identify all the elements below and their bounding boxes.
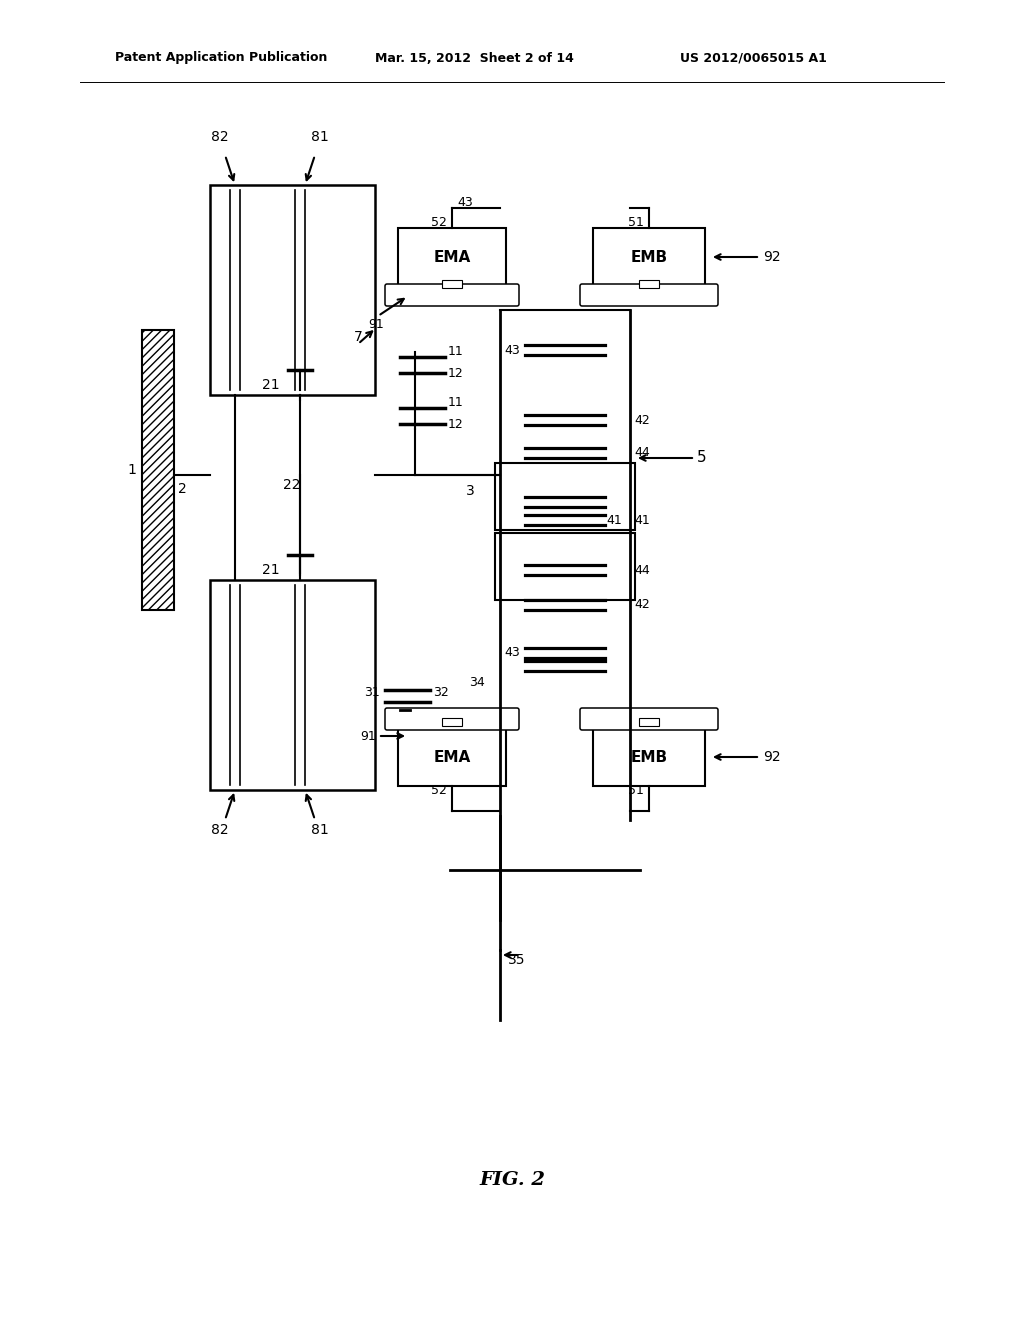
Bar — [639, 280, 659, 288]
Bar — [210, 579, 375, 789]
Text: US 2012/0065015 A1: US 2012/0065015 A1 — [680, 51, 826, 65]
Text: EMB: EMB — [631, 249, 668, 264]
Text: 21: 21 — [262, 564, 280, 577]
Text: 42: 42 — [634, 598, 650, 611]
Text: 43: 43 — [504, 343, 520, 356]
Text: 7: 7 — [353, 330, 362, 345]
Text: Patent Application Publication: Patent Application Publication — [115, 51, 328, 65]
Text: 82: 82 — [211, 129, 228, 144]
Text: 51: 51 — [628, 216, 644, 230]
FancyBboxPatch shape — [580, 708, 718, 730]
FancyBboxPatch shape — [385, 284, 519, 306]
Text: 1: 1 — [127, 463, 136, 477]
Text: EMA: EMA — [433, 750, 471, 764]
Text: 43: 43 — [457, 197, 473, 210]
Text: 2: 2 — [178, 482, 186, 496]
Text: 52: 52 — [431, 784, 447, 797]
Text: 43: 43 — [504, 647, 520, 660]
Bar — [442, 718, 462, 726]
Text: FIG. 2: FIG. 2 — [479, 1171, 545, 1189]
Bar — [442, 280, 462, 288]
Text: 41: 41 — [634, 513, 650, 527]
Text: 35: 35 — [508, 953, 525, 968]
Text: 44: 44 — [634, 564, 650, 577]
FancyBboxPatch shape — [385, 708, 519, 730]
Bar — [495, 533, 635, 601]
Text: 82: 82 — [211, 822, 228, 837]
Text: 32: 32 — [433, 686, 449, 700]
Text: EMB: EMB — [631, 750, 668, 764]
Bar — [593, 228, 705, 286]
Text: 11: 11 — [449, 345, 464, 358]
Text: 42: 42 — [634, 413, 650, 426]
Bar — [593, 729, 705, 785]
Bar — [639, 718, 659, 726]
Text: 12: 12 — [449, 367, 464, 380]
Text: 21: 21 — [262, 378, 280, 392]
Text: 44: 44 — [634, 446, 650, 459]
Text: 51: 51 — [628, 784, 644, 797]
Text: 81: 81 — [311, 129, 329, 144]
Text: 3: 3 — [466, 484, 474, 498]
Text: 92: 92 — [763, 249, 780, 264]
Bar — [210, 185, 375, 395]
Text: 11: 11 — [449, 396, 464, 409]
Text: 91: 91 — [368, 318, 384, 331]
Text: 41: 41 — [606, 513, 622, 527]
Text: 91: 91 — [360, 730, 376, 742]
Bar — [495, 463, 635, 531]
Text: EMA: EMA — [433, 249, 471, 264]
Bar — [398, 228, 506, 286]
Text: 34: 34 — [469, 676, 485, 689]
Text: 5: 5 — [697, 450, 707, 466]
FancyBboxPatch shape — [580, 284, 718, 306]
Text: 12: 12 — [449, 418, 464, 432]
Text: 31: 31 — [365, 686, 380, 700]
Text: Mar. 15, 2012  Sheet 2 of 14: Mar. 15, 2012 Sheet 2 of 14 — [375, 51, 573, 65]
Text: 92: 92 — [763, 750, 780, 764]
Text: 22: 22 — [284, 478, 301, 492]
Bar — [142, 330, 174, 610]
Bar — [398, 729, 506, 785]
Text: 52: 52 — [431, 216, 447, 230]
Text: 81: 81 — [311, 822, 329, 837]
